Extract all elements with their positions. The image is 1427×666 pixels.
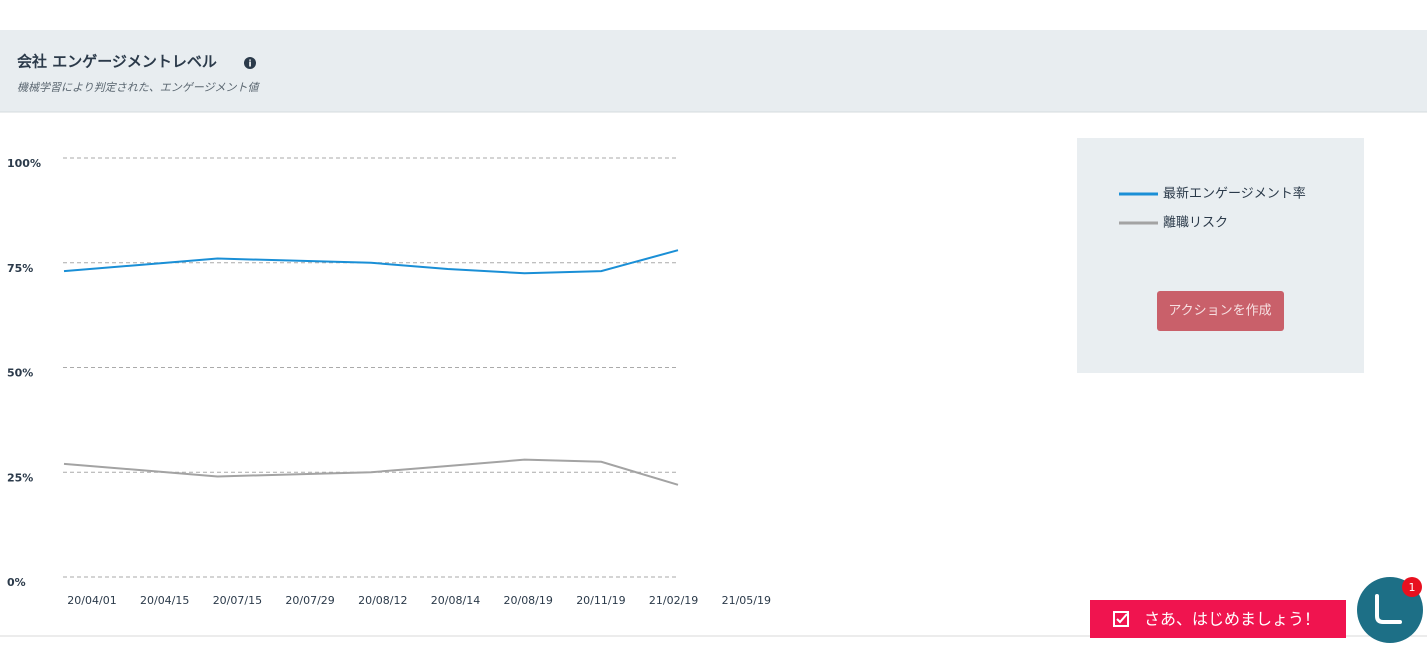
- series-line: [63, 249, 679, 275]
- action-button[interactable]: [1157, 291, 1284, 331]
- chat-icon: [1375, 594, 1402, 624]
- legend-label: 離職リスク: [1163, 216, 1228, 231]
- header-band: [0, 30, 1427, 112]
- x-tick-label: 20/04/01: [67, 594, 116, 607]
- cta-label: さあ、はじめましょう！: [1144, 610, 1320, 629]
- legend-box: [1077, 138, 1364, 373]
- y-tick-label: 25%: [7, 471, 33, 484]
- chat-badge-count: 1: [1409, 581, 1416, 594]
- y-tick-label: 75%: [7, 262, 33, 275]
- cta-icon: [1113, 611, 1129, 627]
- y-tick-label: 0%: [7, 576, 26, 589]
- y-tick-label: 50%: [7, 367, 33, 380]
- x-tick-label: 20/07/15: [213, 594, 262, 607]
- action-button-label: アクションを作成: [1168, 304, 1271, 319]
- x-tick-label: 20/11/19: [576, 594, 625, 607]
- legend-label: 最新エンゲージメント率: [1163, 186, 1306, 202]
- y-tick-label: 100%: [7, 157, 41, 170]
- series-line: [63, 458, 679, 486]
- x-tick-label: 20/07/29: [285, 594, 334, 607]
- cta-button[interactable]: [1090, 600, 1346, 638]
- x-tick-label: 20/08/14: [431, 594, 480, 607]
- info-icon[interactable]: [244, 57, 256, 69]
- x-tick-label: 20/04/15: [140, 594, 189, 607]
- section-title: 会社 エンゲージメントレベル: [17, 53, 217, 71]
- x-tick-label: 20/08/19: [503, 594, 552, 607]
- section-subtitle: 機械学習により判定された、エンゲージメント値: [17, 81, 261, 94]
- chat-badge: [1402, 577, 1422, 597]
- x-tick-label: 20/08/12: [358, 594, 407, 607]
- x-tick-label: 21/02/19: [649, 594, 698, 607]
- info-icon-glyph: i: [248, 60, 251, 70]
- x-tick-label: 21/05/19: [722, 594, 771, 607]
- cta-icon-check: [1116, 613, 1128, 624]
